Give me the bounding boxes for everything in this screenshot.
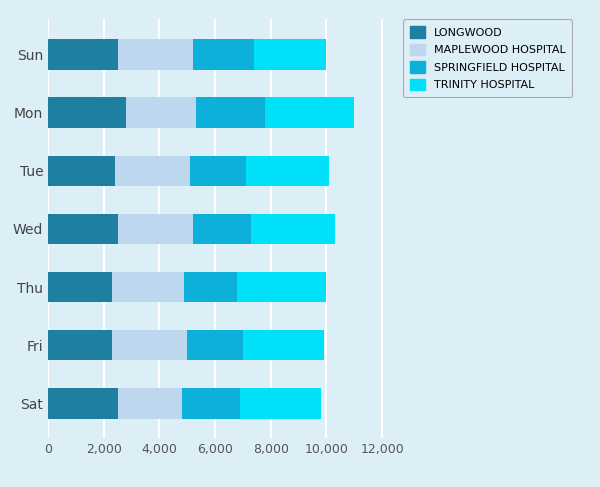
Bar [48, 330, 112, 360]
Bar [193, 214, 251, 244]
Bar [238, 272, 326, 302]
Legend: LONGWOOD, MAPLEWOOD HOSPITAL, SPRINGFIELD HOSPITAL, TRINITY HOSPITAL: LONGWOOD, MAPLEWOOD HOSPITAL, SPRINGFIEL… [403, 19, 572, 97]
Bar [48, 272, 112, 302]
Bar [48, 156, 115, 186]
Bar [182, 388, 240, 418]
Bar [112, 330, 187, 360]
Bar [48, 39, 118, 70]
Bar [184, 272, 238, 302]
Bar [240, 388, 321, 418]
Bar [48, 388, 118, 418]
Bar [190, 156, 245, 186]
Bar [193, 39, 254, 70]
Bar [115, 156, 190, 186]
Bar [126, 97, 196, 128]
Bar [254, 39, 326, 70]
Bar [245, 156, 329, 186]
Bar [265, 97, 354, 128]
Bar [112, 272, 184, 302]
Bar [48, 97, 126, 128]
Bar [118, 39, 193, 70]
Bar [187, 330, 243, 360]
Bar [196, 97, 265, 128]
Bar [243, 330, 323, 360]
Bar [118, 214, 193, 244]
Bar [118, 388, 182, 418]
Bar [48, 214, 118, 244]
Bar [251, 214, 335, 244]
